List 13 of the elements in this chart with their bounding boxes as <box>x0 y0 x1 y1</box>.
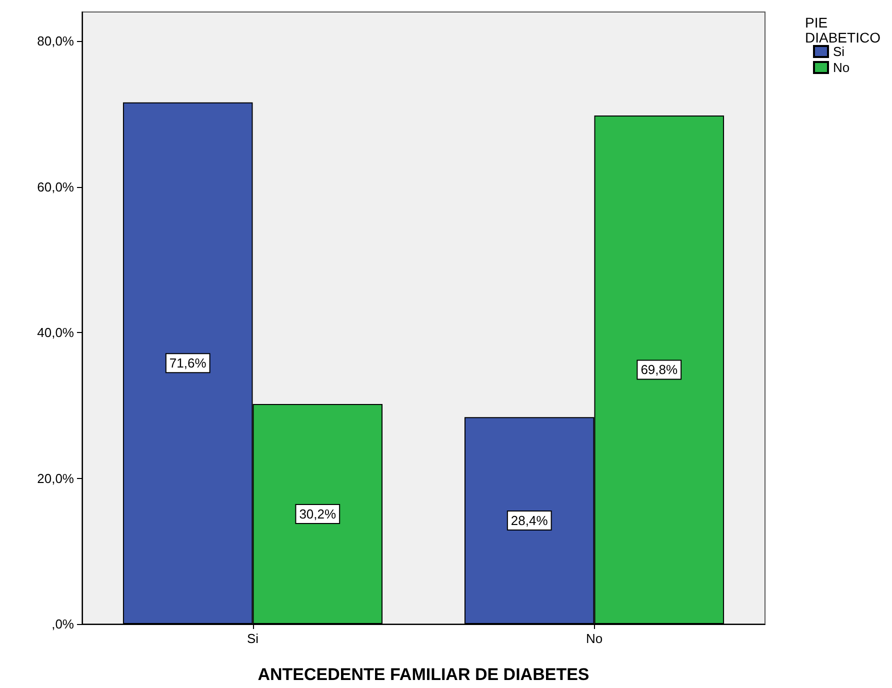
y-tick-label: 80,0% <box>37 34 74 49</box>
legend-label: No <box>833 60 850 75</box>
data-label: 28,4% <box>510 513 548 528</box>
y-tick-label: ,0% <box>52 616 74 632</box>
data-label: 71,6% <box>169 356 207 371</box>
y-tick-label: 40,0% <box>37 325 74 340</box>
legend-title: PIE DIABETICO <box>805 14 881 46</box>
data-label: 69,8% <box>640 362 678 378</box>
data-label: 30,2% <box>299 506 336 522</box>
legend-label: Si <box>833 44 845 59</box>
x-axis-title: ANTECEDENTE FAMILIAR DE DIABETES <box>258 665 590 684</box>
y-tick-label: 60,0% <box>37 179 74 194</box>
y-tick-label: 20,0% <box>37 470 74 486</box>
